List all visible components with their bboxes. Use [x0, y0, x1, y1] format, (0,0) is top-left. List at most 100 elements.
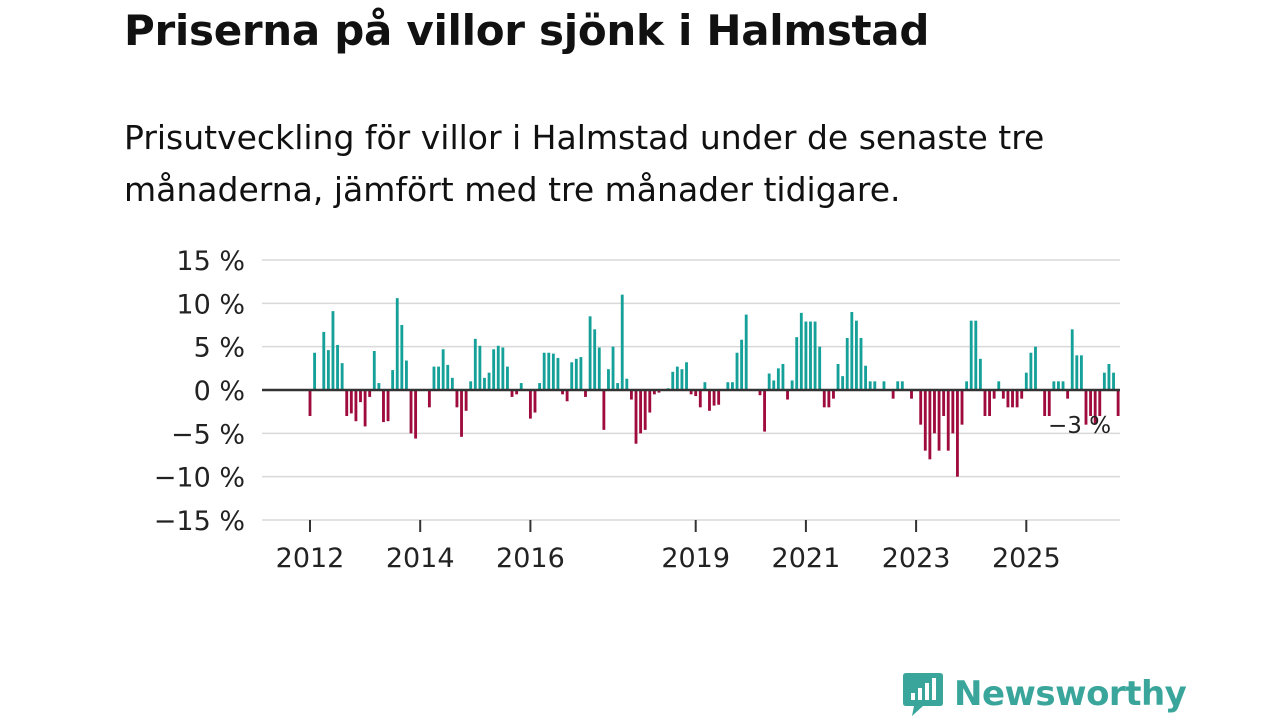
bar [382, 390, 385, 423]
bar [965, 381, 969, 390]
bar [946, 390, 950, 451]
bar [377, 383, 381, 390]
y-tick-label: −5 % [171, 419, 245, 450]
bar-series [308, 294, 1120, 477]
bar [1102, 372, 1106, 390]
y-axis: 15 % 10 % 5 % 0 % −5 % −10 % −15 % [154, 246, 245, 537]
bar [405, 360, 408, 390]
bar [607, 369, 610, 390]
bar [363, 390, 367, 427]
bar [648, 390, 652, 413]
newsworthy-brand[interactable]: Newsworthy [902, 670, 1187, 718]
bar [391, 370, 395, 390]
x-tick-label: 2023 [882, 543, 951, 574]
bar [983, 390, 987, 416]
x-tick-label: 2016 [496, 543, 565, 574]
bar [813, 321, 817, 390]
bar [937, 390, 941, 451]
bar [464, 390, 468, 411]
bar [611, 346, 615, 390]
bar [845, 338, 849, 390]
bar [1029, 352, 1033, 390]
bar [1006, 390, 1010, 408]
bar [528, 390, 532, 419]
bar [809, 321, 812, 390]
bar [896, 381, 900, 390]
bar [496, 345, 500, 390]
bar [478, 345, 482, 390]
bar [1079, 355, 1083, 390]
bar [593, 329, 597, 390]
bar [515, 390, 519, 395]
bar [1047, 390, 1051, 416]
bar [331, 311, 335, 390]
bar [542, 352, 546, 390]
bar [891, 390, 895, 399]
bar [538, 383, 542, 390]
bar [1011, 390, 1014, 408]
bar [735, 352, 739, 390]
bar [1020, 390, 1024, 399]
bar [620, 294, 624, 390]
y-tick-label: 0 % [194, 376, 245, 407]
x-axis: 2012 2014 2016 2019 2021 2023 2025 [276, 520, 1061, 574]
bar [450, 377, 454, 390]
bar [455, 390, 459, 408]
bar [919, 390, 923, 425]
bar [1084, 390, 1088, 425]
bar [519, 383, 523, 390]
annotations: −3 % [1048, 413, 1111, 439]
bar [588, 316, 592, 390]
bar [960, 390, 964, 425]
bar [1112, 372, 1115, 390]
x-tick-label: 2012 [276, 543, 345, 574]
bar [501, 347, 505, 390]
x-tick-label: 2014 [386, 543, 455, 574]
brand-name: Newsworthy [954, 674, 1187, 714]
bar [345, 390, 349, 416]
bar [708, 390, 711, 411]
bar [933, 390, 936, 434]
bar [308, 390, 312, 416]
bar [1043, 390, 1047, 416]
bar [473, 338, 477, 390]
bar [1061, 381, 1065, 390]
bar [689, 390, 693, 395]
bar [487, 372, 491, 390]
bar [1070, 329, 1074, 390]
bar [923, 390, 927, 451]
bar [864, 365, 868, 390]
bar [740, 339, 744, 390]
bar [900, 381, 904, 390]
bar [1089, 390, 1093, 416]
bar [726, 382, 730, 390]
bar [675, 366, 679, 390]
bar [694, 390, 698, 397]
bar [565, 390, 569, 402]
bar [827, 390, 831, 408]
bar [409, 390, 413, 434]
bar [643, 390, 647, 430]
bar [832, 390, 835, 399]
bar [336, 344, 339, 390]
bar [432, 366, 436, 390]
bar [786, 390, 789, 400]
bar [400, 325, 404, 390]
bar [657, 390, 661, 393]
bar [942, 390, 946, 416]
bar [956, 390, 959, 477]
bar [506, 366, 509, 390]
bar [836, 364, 840, 390]
bar [795, 337, 799, 390]
bar [313, 352, 317, 390]
bar [427, 390, 431, 408]
bar [340, 363, 344, 390]
bar [629, 390, 633, 400]
bar [372, 351, 376, 390]
bar [790, 380, 794, 390]
gridlines [262, 259, 1120, 521]
bar [551, 353, 555, 390]
bar [597, 347, 601, 390]
chart-subtitle: Prisutveckling för villor i Halmstad und… [124, 118, 1045, 209]
